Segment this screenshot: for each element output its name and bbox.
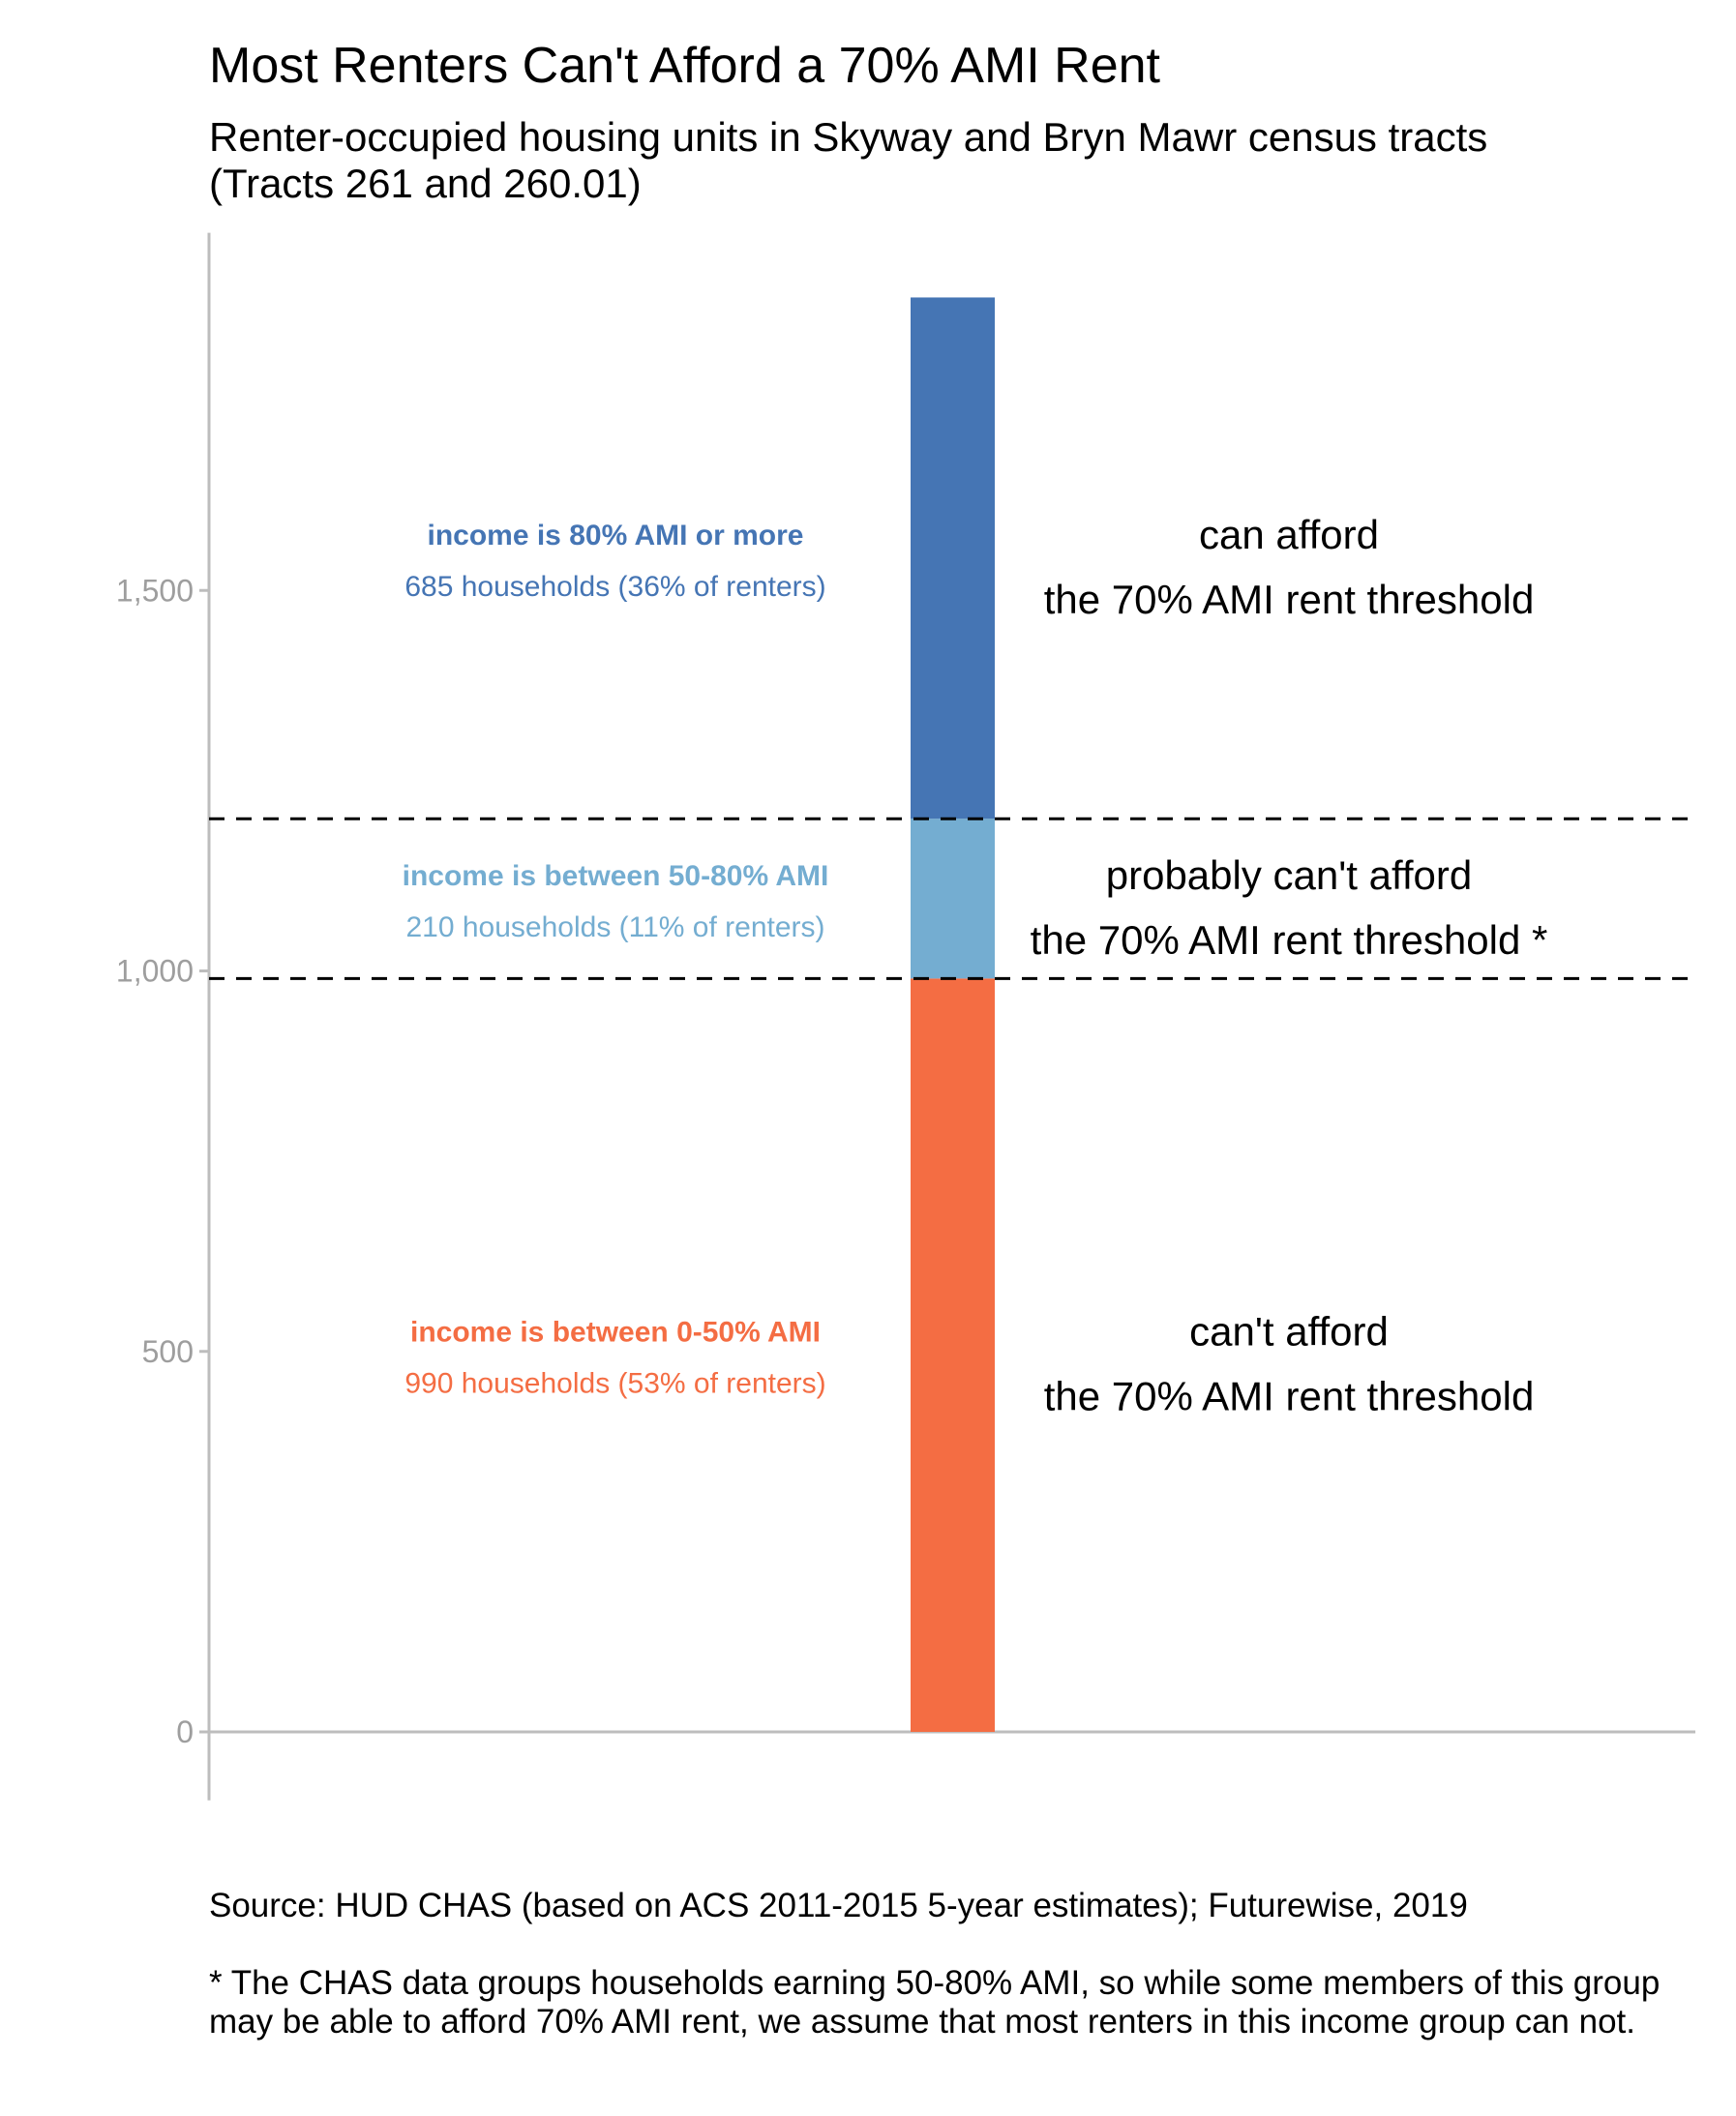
source-note: Source: HUD CHAS (based on ACS 2011-2015… — [209, 1887, 1468, 1924]
segment-value-label: 210 households (11% of renters) — [405, 911, 824, 943]
chart-subtitle-line-1: Renter-occupied housing units in Skyway … — [209, 114, 1488, 160]
segment-category-label: income is between 0-50% AMI — [410, 1317, 821, 1349]
affordability-label: can't afford — [1189, 1309, 1389, 1355]
affordability-label: the 70% AMI rent threshold — [1044, 577, 1535, 622]
affordability-label: can afford — [1199, 512, 1379, 557]
chart-title: Most Renters Can't Afford a 70% AMI Rent — [209, 38, 1160, 94]
y-tick-label: 1,000 — [116, 954, 194, 989]
y-tick-label: 1,500 — [116, 573, 194, 608]
segment-value-label: 990 households (53% of renters) — [404, 1368, 825, 1400]
affordability-label: the 70% AMI rent threshold — [1044, 1374, 1535, 1419]
segment-category-label: income is 80% AMI or more — [427, 520, 803, 551]
footnote: * The CHAS data groups households earnin… — [209, 1964, 1661, 2041]
segment-value-label: 685 households (36% of renters) — [404, 571, 825, 603]
affordability-label: the 70% AMI rent threshold * — [1031, 917, 1548, 963]
y-tick-label: 0 — [176, 1714, 194, 1749]
segment-category-label: income is between 50-80% AMI — [403, 860, 829, 892]
bar-segment — [911, 297, 995, 820]
y-tick-label: 500 — [142, 1334, 194, 1369]
affordability-label: probably can't afford — [1106, 852, 1473, 898]
bar-segment — [911, 978, 995, 1732]
chart-subtitle-line-2: (Tracts 261 and 260.01) — [209, 161, 642, 206]
bar-segment — [911, 819, 995, 979]
chart-subtitle: Renter-occupied housing units in Skyway … — [209, 114, 1487, 207]
stacked-bar-chart: 0 500 1,000 1,500 income is between 0-50% AM… — [116, 232, 1695, 1801]
